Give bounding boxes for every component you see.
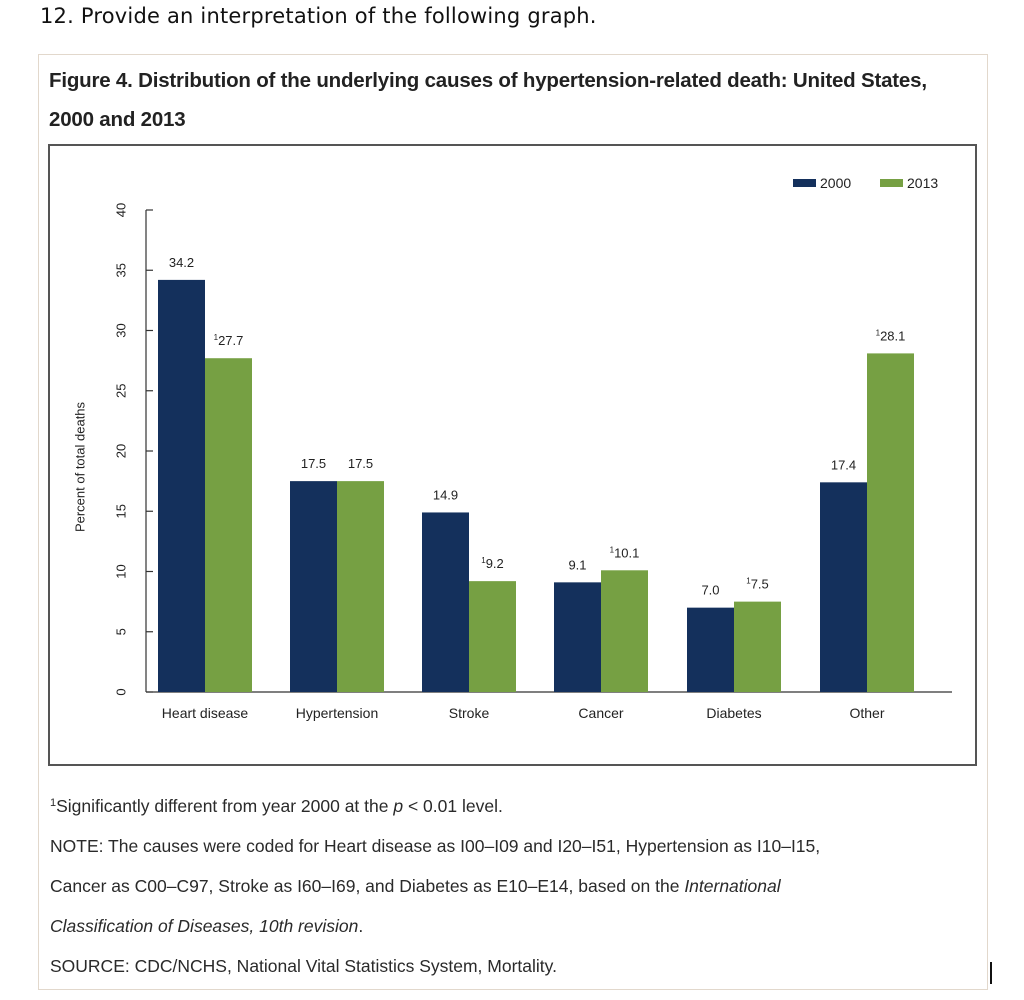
category-label: Heart disease [162, 705, 249, 721]
note-line-3: Classification of Diseases, 10th revisio… [50, 906, 980, 946]
data-label-2013: 17.5 [746, 577, 769, 592]
footnote-text-end: < 0.01 level. [403, 796, 503, 816]
legend-label-2000: 2000 [820, 175, 851, 191]
chart-frame: 0 5 10 15 20 25 30 35 40 Percent of total deaths 3… [48, 144, 977, 766]
y-tick-label: 10 [113, 564, 128, 578]
footnote-p: p [393, 796, 404, 816]
note-line-3-italic: Classification of Diseases, 10th revisio… [50, 916, 359, 936]
figure-title-line-1: Figure 4. Distribution of the underlying… [49, 69, 927, 92]
significance-marker: 1 [876, 328, 881, 337]
category-label: Other [849, 705, 884, 721]
source-line: SOURCE: CDC/NCHS, National Vital Statist… [50, 956, 557, 976]
y-tick-label: 25 [113, 384, 128, 398]
significance-marker: 1 [481, 556, 486, 565]
category-label: Cancer [578, 705, 623, 721]
category-label: Stroke [449, 705, 490, 721]
footnote: 1Significantly different from year 2000 … [50, 783, 980, 826]
data-label-value: 7.5 [751, 577, 769, 592]
y-tick-label: 5 [113, 628, 128, 635]
category-label: Diabetes [706, 705, 761, 721]
data-label-value: 10.1 [614, 545, 639, 560]
y-tick-label: 20 [113, 444, 128, 458]
note-line-2-italic: International [684, 876, 781, 896]
figure-title-line-2: 2000 and 2013 [49, 108, 186, 131]
figure-notes: 1Significantly different from year 2000 … [50, 783, 980, 986]
bar-2000 [554, 582, 601, 692]
data-label-2000: 7.0 [701, 583, 719, 598]
significance-marker: 1 [610, 545, 615, 554]
y-tick-label: 30 [113, 323, 128, 337]
data-label-2013: 128.1 [876, 328, 906, 343]
legend-label-2013: 2013 [907, 175, 938, 191]
bar-2013 [205, 358, 252, 692]
note-line-1: NOTE: The causes were coded for Heart di… [50, 836, 821, 856]
y-tick-label: 15 [113, 504, 128, 518]
legend-swatch-2013 [880, 179, 903, 187]
y-tick-label: 40 [113, 203, 128, 217]
data-label-2000: 34.2 [169, 255, 194, 270]
y-tick-label: 0 [113, 688, 128, 695]
bar-2000 [158, 279, 205, 692]
data-label-2000: 14.9 [433, 487, 458, 502]
note-line-2-text: Cancer as C00–C97, Stroke as I60–I69, an… [50, 876, 685, 896]
bar-2013 [337, 481, 384, 692]
category-label: Hypertension [296, 705, 379, 721]
legend-swatch-2000 [793, 179, 816, 187]
figure-card: Figure 4. Distribution of the underlying… [38, 54, 988, 990]
footnote-text: Significantly different from year 2000 a… [56, 796, 394, 816]
data-label-value: 28.1 [880, 328, 905, 343]
data-label-2013: 110.1 [610, 545, 640, 560]
figure-title: Figure 4. Distribution of the underlying… [49, 61, 979, 139]
note-line-3-end: . [358, 916, 364, 936]
bar-2013 [469, 581, 516, 692]
data-label-2013: 127.7 [214, 333, 244, 348]
data-label-2000: 17.4 [831, 457, 856, 472]
data-label-2013: 19.2 [481, 556, 504, 571]
note-line-2: Cancer as C00–C97, Stroke as I60–I69, an… [50, 866, 980, 906]
bar-2000 [820, 482, 867, 692]
data-label-2013: 17.5 [348, 456, 373, 471]
data-label-value: 27.7 [218, 333, 243, 348]
bar-2013 [867, 353, 914, 692]
data-label-value: 9.2 [486, 556, 504, 571]
bar-chart: 0 5 10 15 20 25 30 35 40 Percent of total deaths 3… [72, 175, 952, 721]
y-tick-label: 35 [113, 263, 128, 277]
bar-2013 [734, 601, 781, 692]
data-label-2000: 9.1 [568, 557, 586, 572]
y-axis-title: Percent of total deaths [72, 401, 87, 532]
footnote-marker: 1 [50, 797, 57, 809]
bar-2013 [601, 570, 648, 692]
bar-2000 [290, 481, 337, 692]
bar-2000 [422, 512, 469, 692]
text-cursor [990, 962, 992, 984]
data-label-2000: 17.5 [301, 456, 326, 471]
significance-marker: 1 [746, 577, 751, 586]
significance-marker: 1 [214, 333, 219, 342]
bar-2000 [687, 607, 734, 692]
question-text: 12. Provide an interpretation of the fol… [40, 4, 597, 28]
